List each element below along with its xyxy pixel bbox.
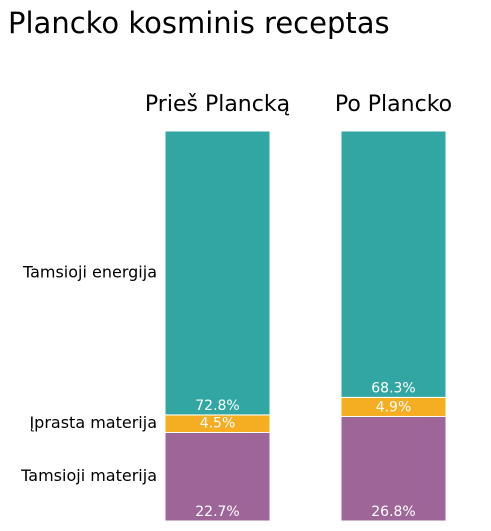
value-label: 72.8% bbox=[195, 398, 239, 414]
category-label: Po Plancko bbox=[335, 92, 452, 117]
chart-title: Plancko kosminis receptas bbox=[8, 6, 390, 40]
value-label: 26.8% bbox=[371, 504, 415, 520]
bar-segment bbox=[164, 431, 271, 522]
value-label: 4.5% bbox=[200, 415, 236, 431]
bar-segment bbox=[164, 130, 271, 416]
category-label: Prieš Plancką bbox=[145, 92, 290, 117]
legend-label: Įprasta materija bbox=[29, 413, 157, 432]
legend-label: Tamsioji materija bbox=[20, 466, 157, 485]
value-label: 22.7% bbox=[195, 504, 239, 520]
value-label: 4.9% bbox=[376, 399, 412, 415]
value-label: 68.3% bbox=[371, 380, 415, 396]
legend-label: Tamsioji energija bbox=[22, 262, 157, 281]
bar-segment bbox=[340, 130, 447, 398]
